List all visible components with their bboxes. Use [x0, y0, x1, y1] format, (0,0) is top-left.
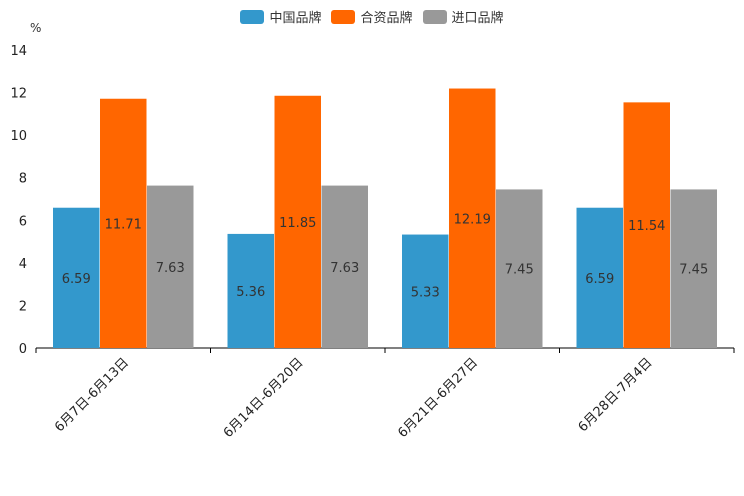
x-category-label: 6月7日-6月13日	[52, 355, 132, 435]
legend-item-import-brand[interactable]: 进口品牌	[422, 7, 504, 26]
bar-value-label: 5.33	[411, 285, 440, 300]
bar-value-label: 7.63	[330, 261, 359, 276]
y-tick-label: 10	[10, 129, 27, 144]
y-tick-label: 0	[19, 342, 27, 357]
bar-value-label: 11.85	[279, 216, 316, 231]
y-tick-label: 8	[19, 172, 27, 187]
bar-china-brand[interactable]	[227, 233, 275, 348]
legend-swatch-china-brand	[240, 9, 265, 24]
bar-import-brand[interactable]	[147, 185, 194, 348]
legend-label-import-brand: 进口品牌	[451, 11, 504, 26]
x-category-label: 6月28日-7月4日	[576, 355, 656, 435]
bar-import-brand[interactable]	[321, 185, 369, 348]
bar-china-brand[interactable]	[576, 207, 624, 348]
y-tick-label: 4	[19, 257, 27, 272]
legend-swatch-import-brand	[422, 9, 447, 24]
legend-item-joint-venture-brand[interactable]: 合资品牌	[331, 7, 413, 26]
y-tick-label: 6	[19, 214, 27, 229]
x-category-label: 6月21日-6月27日	[395, 355, 481, 441]
bar-joint-venture-brand[interactable]	[623, 102, 671, 348]
bar-value-label: 12.19	[454, 212, 491, 227]
bar-value-label: 7.45	[505, 263, 534, 278]
bar-joint-venture-brand[interactable]	[274, 95, 322, 348]
bar-value-label: 6.59	[585, 272, 614, 287]
bar-import-brand[interactable]	[496, 189, 543, 348]
y-tick-label: 2	[19, 299, 27, 314]
legend-label-china-brand: 中国品牌	[269, 11, 322, 26]
bar-joint-venture-brand[interactable]	[100, 98, 147, 348]
bar-joint-venture-brand[interactable]	[449, 88, 496, 348]
bar-china-brand[interactable]	[402, 234, 449, 348]
y-tick-label: 14	[10, 44, 27, 59]
bar-value-label: 7.45	[679, 263, 708, 278]
x-category-label: 6月14日-6月20日	[221, 355, 307, 441]
chart-legend: 中国品牌 合资品牌 进口品牌	[0, 7, 744, 26]
bar-value-label: 7.63	[156, 261, 185, 276]
bar-value-label: 5.36	[236, 285, 265, 300]
legend-swatch-joint-venture-brand	[331, 9, 356, 24]
bar-value-label: 6.59	[62, 272, 91, 287]
bar-import-brand[interactable]	[670, 189, 718, 348]
y-axis-unit-label: %	[30, 21, 42, 35]
y-tick-label: 12	[10, 87, 27, 102]
legend-label-joint-venture-brand: 合资品牌	[360, 11, 413, 26]
bar-value-label: 11.54	[628, 219, 665, 234]
bar-china-brand[interactable]	[53, 207, 100, 348]
legend-item-china-brand[interactable]: 中国品牌	[240, 7, 321, 26]
bar-value-label: 11.71	[105, 217, 142, 232]
